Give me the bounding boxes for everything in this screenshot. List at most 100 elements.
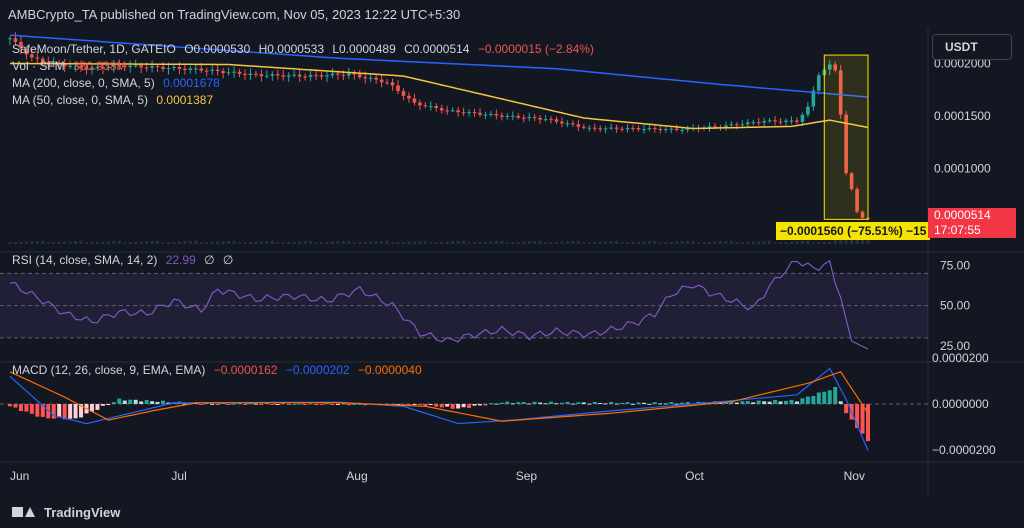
macd-histogram-bar [346,404,351,406]
candle-body [390,82,395,86]
volume-bar [24,241,28,244]
macd-histogram-bar [226,404,231,405]
macd-histogram-bar [79,404,84,418]
macd-signal-line [9,371,869,422]
macd-histogram-bar [62,404,67,420]
candle-body [243,73,247,75]
macd-histogram-bar [543,403,548,405]
candle-body [631,127,635,129]
macd-legend[interactable]: MACD (12, 26, close, 9, EMA, EMA) −0.000… [12,363,427,377]
volume-bar [232,240,236,244]
trading-chart[interactable]: 0.00020000.00015000.000100075.0050.0025.… [0,28,1024,496]
symbol-legend: SafeMoon/Tether, 1D, GATEIO O0.0000530 H… [12,42,599,56]
macd-histogram-bar [636,402,641,404]
macd-histogram-bar [773,400,778,404]
macd-histogram-bar [161,400,166,404]
volume-bar [811,242,815,244]
candle-body [357,74,362,78]
volume-bar [653,240,657,244]
volume-bar [188,241,192,244]
macd-histogram-bar [581,402,586,404]
volume-bar [210,241,214,244]
candle-body [587,127,592,129]
macd-histogram-bar [445,404,450,407]
macd-tick-label: −0.0000200 [932,443,996,457]
volume-bar [571,241,575,244]
volume-bar [713,241,717,244]
volume-bar [309,240,313,244]
macd-histogram-bar [150,401,155,404]
macd-histogram-bar [625,402,630,404]
macd-histogram-bar [324,403,329,405]
volume-legend[interactable]: Vol · SFM 380.938M [12,59,131,73]
volume-bar [352,242,356,244]
volume-bar [516,241,520,244]
symbol-name[interactable]: SafeMoon/Tether, 1D, GATEIO [12,42,176,56]
volume-bar [205,242,209,244]
volume-bar [554,241,558,244]
macd-histogram-bar [729,400,734,404]
volume-bar [221,241,225,244]
volume-bar [445,241,449,244]
macd-histogram-bar [450,404,455,409]
candle-body [844,114,848,174]
candle-body [13,38,18,42]
volume-bar [440,241,444,244]
candle-body [751,122,756,124]
volume-bar [576,240,580,244]
macd-histogram-bar [685,402,690,404]
candle-body [24,48,29,55]
candle-body [122,65,127,68]
volume-bar [117,240,121,244]
macd-label: MACD (12, 26, close, 9, EMA, EMA) [12,363,206,377]
macd-histogram-bar [866,404,870,442]
volume-bar [729,240,733,244]
candle-body [177,67,182,69]
macd-histogram-bar [505,401,510,404]
currency-selector[interactable]: USDT [932,34,1012,60]
volume-bar [735,242,739,244]
volume-bar [298,241,302,244]
volume-bar [248,241,252,244]
candle-body [62,64,67,67]
candle-body [735,124,739,126]
rsi-empty-2: ∅ [222,253,234,267]
macd-histogram-bar [232,403,237,405]
candle-body [642,129,646,131]
candle-body [194,68,198,70]
volume-bar [30,241,34,244]
volume-bar [74,241,78,244]
ma50-legend[interactable]: MA (50, close, 0, SMA, 5) 0.0001387 [12,93,218,107]
rsi-legend[interactable]: RSI (14, close, SMA, 14, 2) 22.99 ∅ ∅ [12,253,238,267]
volume-bar [658,242,662,244]
candle-body [762,121,766,123]
volume-bar [533,241,537,244]
macd-histogram-bar [565,401,570,404]
volume-bar [336,241,340,244]
candle-body [68,65,72,67]
volume-bar [642,241,646,244]
macd-histogram-bar [723,402,728,404]
candle-body [30,54,34,58]
volume-bar [90,242,94,244]
macd-tick-label: 0.0000000 [932,397,989,411]
volume-bar [757,241,761,244]
candle-body [101,66,105,69]
volume-bar [270,240,274,244]
macd-histogram-bar [29,404,34,414]
macd-histogram-bar [855,404,860,429]
candle-body [636,127,641,130]
volume-bar [828,241,832,244]
candle-body [571,123,575,125]
macd-histogram-bar [439,404,444,408]
macd-histogram-value: −0.0000162 [213,363,278,377]
ma200-legend[interactable]: MA (200, close, 0, SMA, 5) 0.0001678 [12,76,225,90]
volume-bar [292,241,296,244]
volume-bar [95,241,99,244]
volume-bar [85,242,89,244]
macd-histogram-bar [521,401,526,404]
macd-histogram-bar [319,404,324,405]
macd-histogram-bar [800,398,805,404]
volume-bar [19,241,23,244]
candle-body [133,65,138,67]
